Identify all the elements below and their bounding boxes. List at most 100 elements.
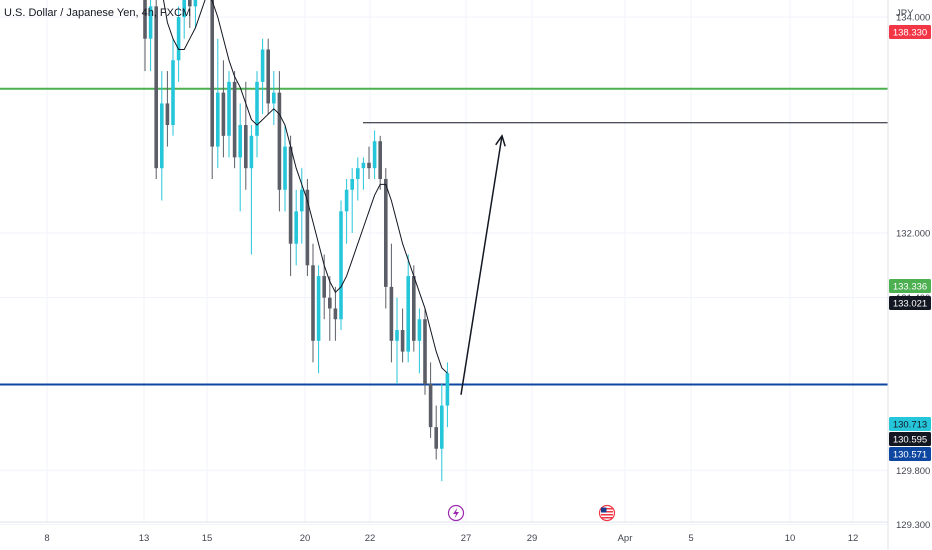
event-markers[interactable] (447, 504, 616, 522)
candle-body (148, 6, 153, 39)
candle-body (176, 17, 181, 61)
time-tick-label: 27 (461, 533, 472, 544)
candle-body (311, 265, 315, 341)
flag-stripe (601, 508, 613, 510)
price-tag (889, 432, 931, 446)
projection-arrow (460, 134, 506, 395)
candle-body (154, 6, 158, 169)
price-tag-label: 130.571 (893, 450, 927, 461)
candle-body (165, 103, 170, 126)
grid-layer (0, 0, 888, 525)
candle-body (384, 178, 388, 287)
candle-body (406, 276, 410, 352)
price-tag (889, 279, 931, 293)
candle-body (160, 103, 164, 169)
candle-body (249, 135, 254, 169)
candle-body (277, 92, 282, 190)
projection-arrow-shaft (460, 135, 503, 395)
candle-body (322, 276, 326, 298)
price-tick-label: 132.000 (896, 228, 930, 239)
projection-arrow-head (495, 134, 506, 147)
candle-body (428, 383, 433, 428)
time-tick-label: 12 (848, 533, 859, 544)
candle-body (350, 178, 354, 190)
price-tag-label: 133.021 (893, 299, 927, 310)
candle-body (361, 162, 366, 169)
price-tag-label: 130.595 (893, 435, 927, 446)
moving-average (163, 0, 448, 374)
candle-body (412, 276, 416, 341)
candle-body (400, 330, 405, 352)
candle-body (221, 92, 226, 136)
candle-body (227, 81, 231, 136)
time-tick-label: Apr (618, 533, 633, 544)
candle-body (288, 146, 293, 244)
price-tag (889, 25, 931, 39)
candle-body (445, 373, 450, 406)
candle-body (182, 0, 186, 18)
candle-body (305, 189, 310, 266)
candle-body (193, 0, 198, 7)
candle-body (395, 330, 399, 341)
candle-body (356, 168, 360, 179)
candle-body (434, 427, 438, 449)
candle-body (260, 49, 265, 82)
time-tick-label: 15 (202, 533, 213, 544)
time-axis[interactable]: 8 13 15 20 22 27 29 Apr 5 10 12 (44, 533, 858, 544)
candle-body (339, 211, 343, 320)
time-tick-label: 10 (785, 533, 796, 544)
candle-body (300, 189, 304, 212)
us-flag-icon (598, 504, 616, 522)
candles (143, 0, 450, 482)
currency-label: JPY (896, 8, 914, 19)
price-tag (889, 417, 931, 431)
candle-body (238, 125, 242, 158)
chart-title: U.S. Dollar / Japanese Yen, 4h, FXCM (4, 7, 191, 19)
candle-body (255, 81, 259, 136)
candle-body (367, 162, 371, 169)
time-tick-label: 8 (44, 533, 49, 544)
candle-body (372, 141, 377, 169)
lightning-icon (447, 504, 465, 522)
candle-body (266, 49, 270, 104)
candle-body (333, 308, 338, 320)
candle-body (232, 81, 237, 158)
candle-body (143, 0, 147, 39)
price-tag-label: 138.330 (893, 28, 927, 39)
candle-body (244, 125, 248, 169)
price-tag-label: 130.713 (893, 420, 927, 431)
candle-body (283, 146, 287, 190)
candle-body (316, 276, 321, 341)
candle-body (294, 211, 298, 244)
candle-body (272, 92, 276, 104)
candle-body (216, 92, 220, 147)
horizontal-levels (0, 87, 888, 386)
candle-body (423, 319, 427, 384)
price-tag (889, 447, 931, 461)
price-tick-label: 129.300 (896, 520, 930, 531)
time-tick-label: 22 (365, 533, 376, 544)
candle-body (344, 189, 349, 212)
flag-canton (601, 507, 607, 513)
time-tick-label: 5 (688, 533, 693, 544)
candle-body (440, 405, 444, 449)
price-tag-label: 133.336 (893, 282, 927, 293)
flag-stripe (601, 511, 613, 513)
candle-body (188, 0, 192, 7)
candle-body (210, 0, 214, 147)
time-tick-label: 29 (527, 533, 538, 544)
time-tick-label: 13 (139, 533, 150, 544)
candle-body (389, 286, 394, 341)
price-tags: 138.330 133.336 133.021 130.713 130.595 130.5… (889, 25, 931, 461)
candle-body (328, 297, 332, 309)
moving-average-line (163, 0, 448, 374)
price-tick-label: 129.800 (896, 466, 930, 477)
time-tick-label: 20 (300, 533, 311, 544)
candle-body (378, 141, 382, 179)
flag-stripe (601, 517, 613, 519)
price-tag (889, 296, 931, 310)
candle-body (171, 60, 175, 126)
lightning-bolt (453, 507, 459, 519)
